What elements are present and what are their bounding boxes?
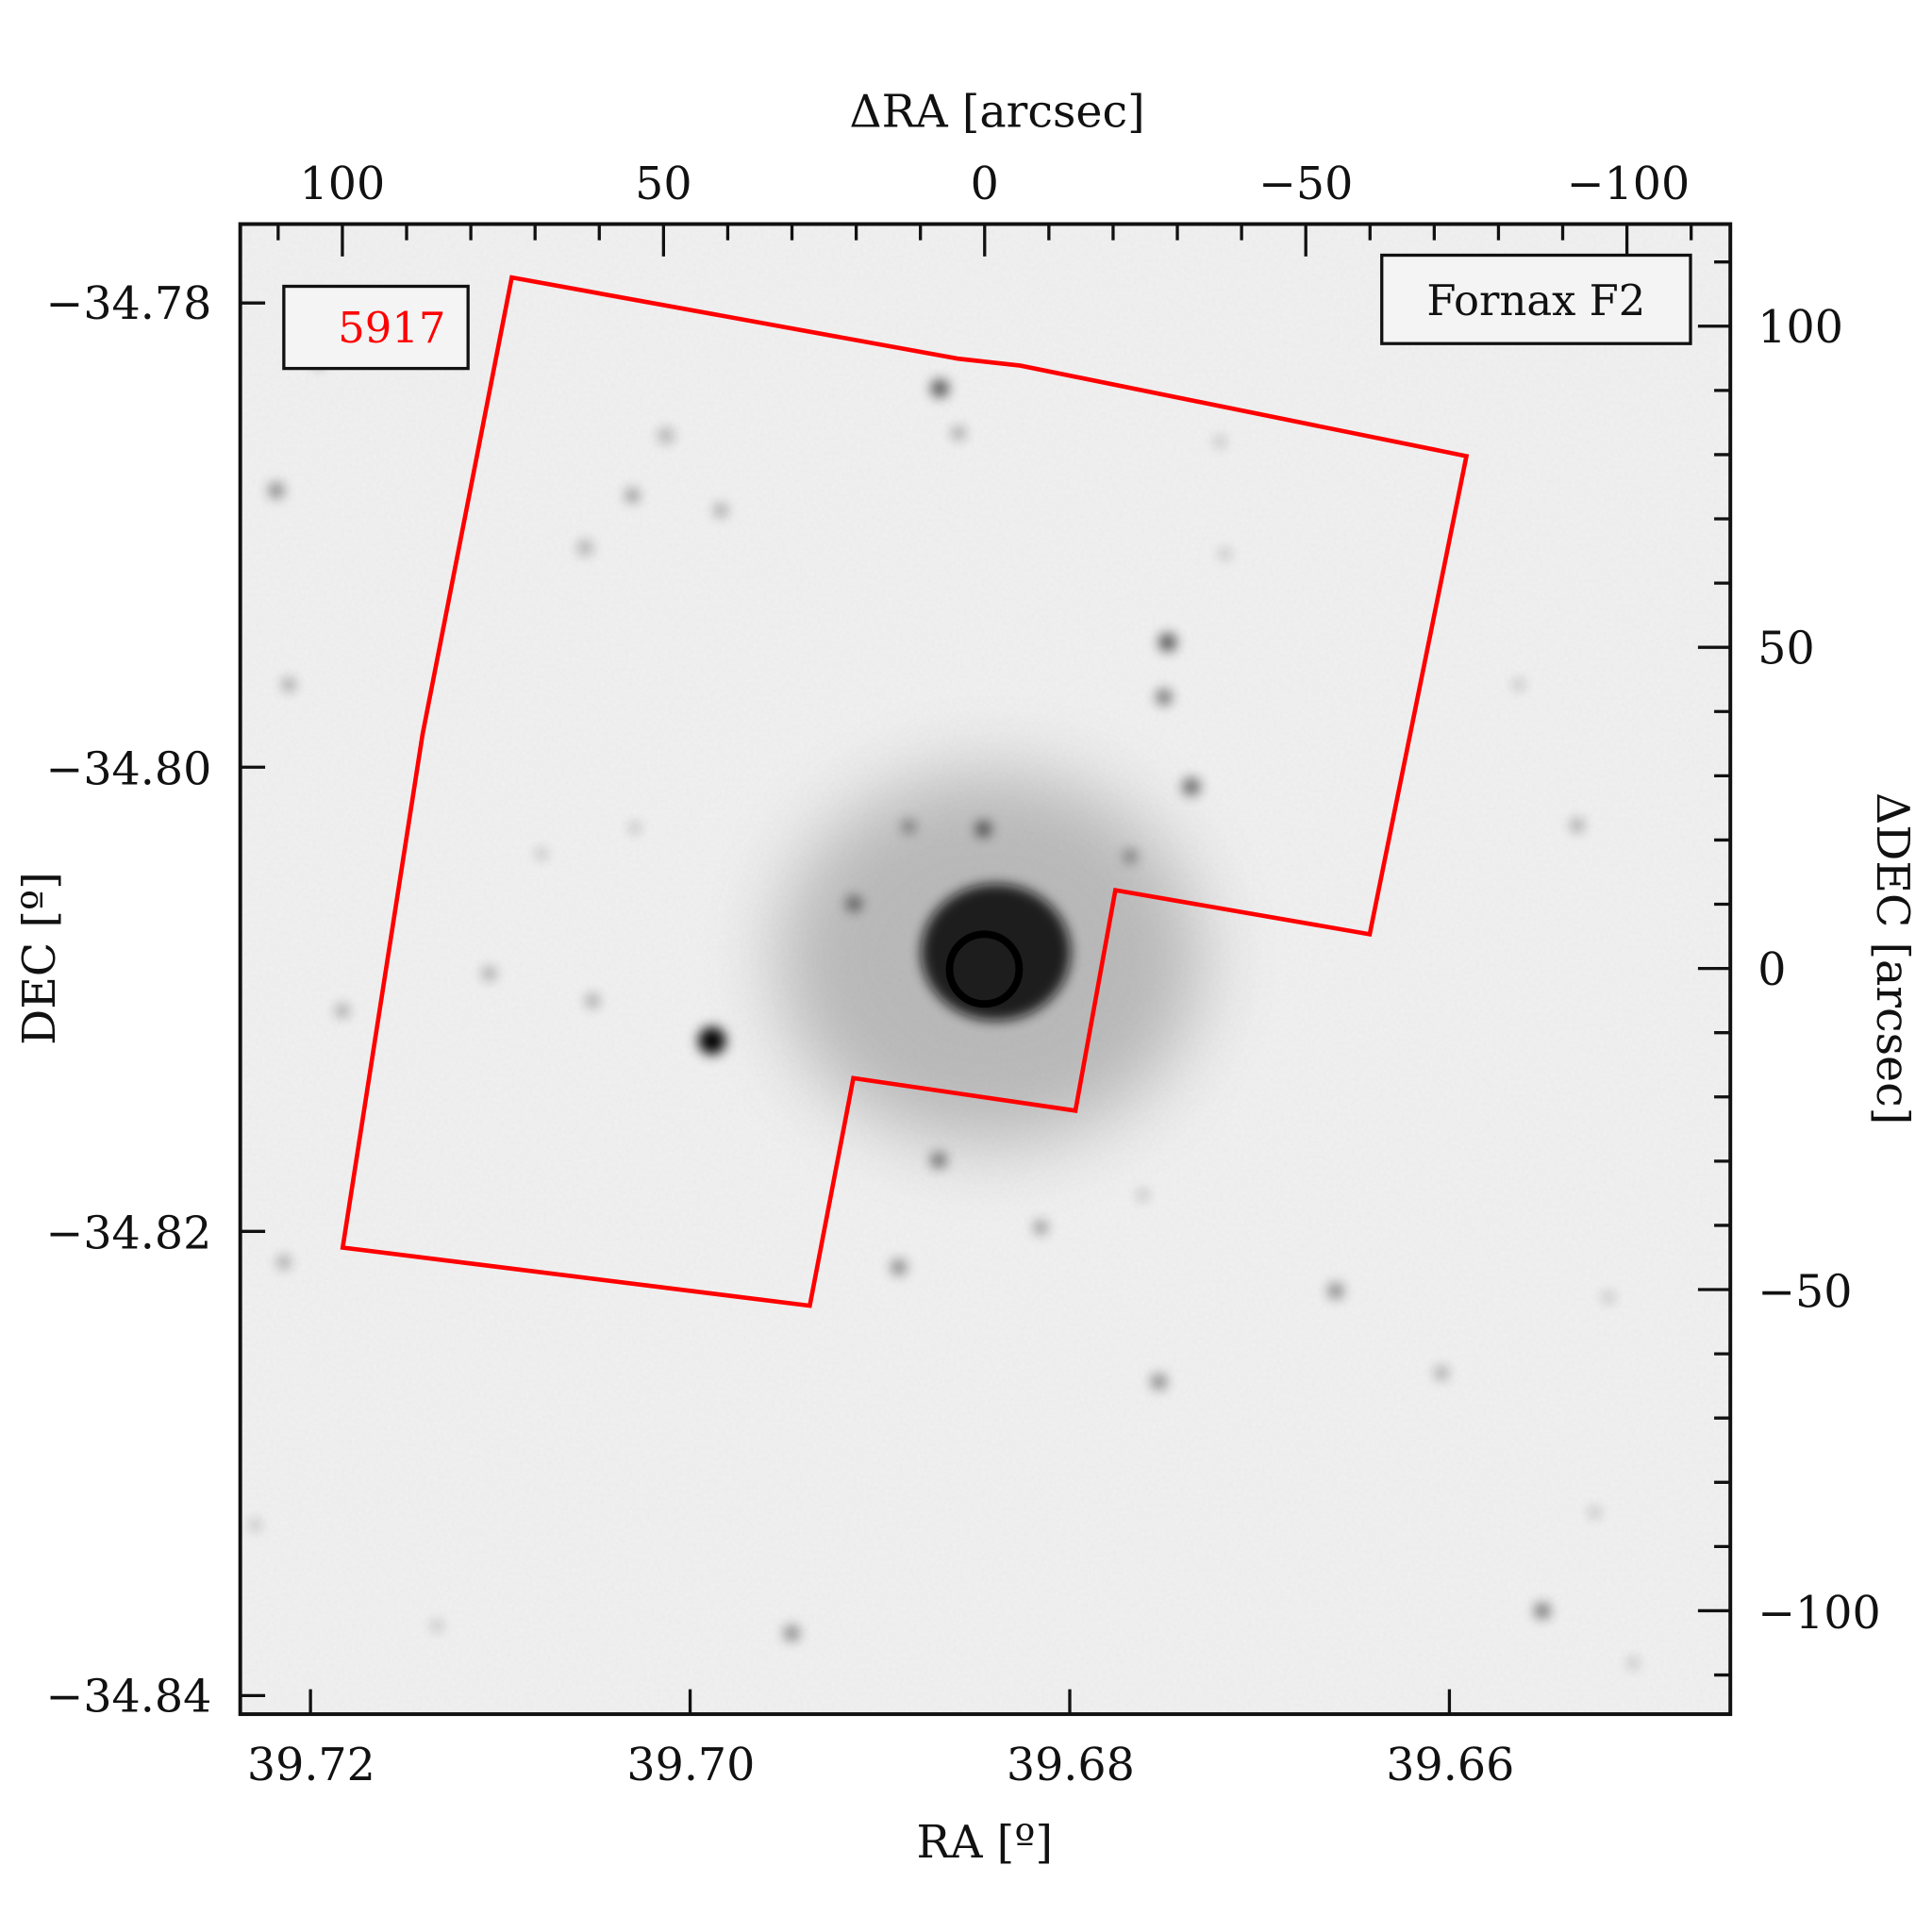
star [784, 1625, 800, 1641]
star [658, 427, 674, 443]
star [891, 1259, 907, 1275]
x-axis-title-bottom: RA [º] [917, 1817, 1054, 1869]
star [1034, 1221, 1047, 1234]
field-label-box: Fornax F2 [1380, 253, 1692, 345]
star [1571, 819, 1584, 832]
right-tick-label: 0 [1757, 944, 1786, 996]
star [975, 821, 991, 837]
sky-image [240, 224, 1731, 1715]
top-tick-labels: 100 50 0 −50 −100 [300, 158, 1690, 210]
right-tick-labels: 100 50 0 −50 −100 [1757, 302, 1880, 1640]
id-label: 5917 [338, 303, 445, 353]
star [431, 1621, 442, 1631]
field-label-frame [1380, 253, 1692, 345]
y-axis-title-right: ΔDEC [arcsec] [1866, 792, 1918, 1124]
star [483, 967, 496, 980]
axis-ticks [240, 224, 1731, 1715]
star [336, 1004, 349, 1018]
star [250, 1520, 260, 1530]
star [1214, 437, 1225, 447]
bottom-tick-label: 39.68 [1007, 1740, 1135, 1791]
top-tick-label: 0 [971, 158, 999, 210]
bottom-tick-labels: 39.72 39.70 39.68 39.66 [247, 1740, 1514, 1791]
overlay-layer [340, 275, 1470, 1308]
id-label-box: 5917 [282, 284, 470, 371]
star [625, 489, 639, 502]
top-tick-label: −50 [1258, 158, 1353, 210]
stars-layer [250, 355, 1639, 1669]
top-tick-label: −100 [1567, 158, 1690, 210]
left-tick-label: −34.82 [46, 1208, 212, 1260]
star [931, 379, 949, 397]
star [1535, 1603, 1550, 1619]
star [269, 483, 284, 498]
star [698, 1026, 726, 1055]
right-tick-label: −50 [1757, 1267, 1852, 1319]
field-label: Fornax F2 [1426, 275, 1645, 325]
bottom-tick-label: 39.66 [1386, 1740, 1514, 1791]
left-tick-label: −34.80 [46, 743, 212, 795]
star [277, 1256, 291, 1269]
star [1328, 1283, 1343, 1299]
top-tick-label: 50 [635, 158, 691, 210]
star [536, 848, 547, 859]
star [1220, 548, 1230, 559]
top-tick-label: 100 [300, 158, 386, 210]
star [902, 820, 915, 833]
target-circle-marker [945, 930, 1024, 1008]
star [577, 540, 593, 556]
star [952, 426, 965, 440]
right-tick-label: 100 [1757, 302, 1843, 354]
star [1513, 679, 1524, 691]
star [1435, 1366, 1448, 1380]
star [586, 994, 599, 1008]
bottom-tick-label: 39.72 [247, 1740, 375, 1791]
star [1138, 1190, 1148, 1201]
y-axis-title-left: DEC [º] [14, 872, 66, 1045]
bottom-tick-label: 39.70 [626, 1740, 755, 1791]
galaxy-core [921, 883, 1071, 1022]
id-label-frame [282, 284, 470, 371]
star [1182, 777, 1201, 796]
star [1590, 1507, 1600, 1518]
star [1628, 1657, 1639, 1669]
star [629, 823, 641, 833]
star [846, 896, 862, 911]
right-tick-label: 50 [1757, 623, 1814, 675]
right-tick-label: −100 [1757, 1588, 1880, 1640]
star [282, 678, 295, 691]
left-tick-label: −34.84 [46, 1671, 212, 1723]
observation-footprint [340, 275, 1470, 1308]
star [1124, 850, 1137, 863]
left-tick-labels: −34.78 −34.80 −34.82 −34.84 [46, 278, 212, 1724]
star [1156, 690, 1172, 705]
star [1151, 1374, 1167, 1390]
star [714, 504, 727, 517]
left-tick-label: −34.78 [46, 278, 212, 330]
star [1158, 633, 1177, 652]
star [931, 1152, 946, 1168]
star [1603, 1291, 1614, 1303]
x-axis-title-top: ΔRA [arcsec] [849, 87, 1144, 139]
